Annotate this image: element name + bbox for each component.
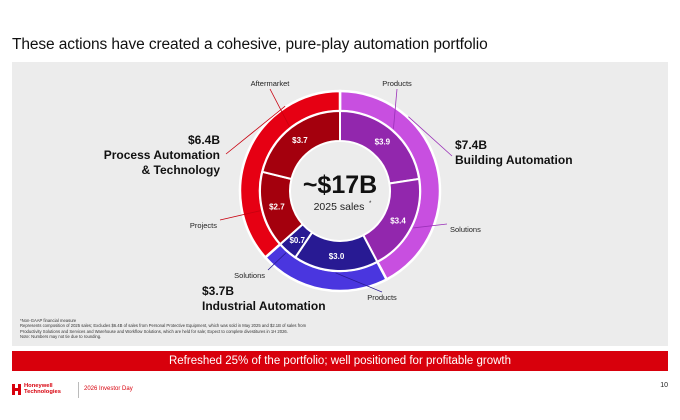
inner-value-label: $2.7 — [269, 203, 285, 212]
inner-value-label: $3.4 — [390, 216, 406, 225]
building-automation-value: $7.4B — [455, 138, 488, 152]
callout-line — [393, 88, 398, 129]
sub-segment-label: Products — [367, 293, 397, 302]
sub-segment-label: Aftermarket — [251, 79, 291, 88]
sub-segment-label: Solutions — [450, 225, 481, 234]
industrial-automation-name: Industrial Automation — [202, 299, 326, 313]
portfolio-donut-chart: $3.9 $3.4 $3.0 $0.7 $2.7 $3.7 Aftermarket Produ… — [190, 79, 481, 302]
center-total-label: ~$17B — [303, 171, 377, 199]
honeywell-h-icon — [12, 383, 21, 395]
inner-value-label: $3.7 — [292, 136, 308, 145]
process-automation-value: $6.4B — [187, 133, 220, 147]
inner-value-label: $3.0 — [329, 252, 345, 261]
footnote-line: *Non-GAAP financial measure — [20, 318, 77, 323]
building-automation-name: Building Automation — [455, 153, 573, 167]
callout-line — [335, 272, 383, 293]
slide-footer: Honeywell Technologies 2026 Investor Day… — [12, 380, 668, 404]
process-automation-label: $6.4B Process Automation & Technology — [104, 133, 220, 178]
callout-line — [269, 88, 290, 127]
sub-segment-label: Products — [382, 79, 412, 88]
callout-line — [413, 223, 448, 229]
summary-banner: Refreshed 25% of the portfolio; well pos… — [12, 351, 668, 371]
chart-panel: $3.9 $3.4 $3.0 $0.7 $2.7 $3.7 Aftermarket Produ… — [12, 62, 668, 346]
center-caption-label: 2025 sales — [314, 201, 365, 213]
inner-value-label: $0.7 — [289, 236, 305, 245]
footnotes: *Non-GAAP financial measure Represents c… — [20, 318, 380, 340]
inner-slice-process-automation-technology-aftermarket — [261, 109, 341, 181]
building-automation-label: $7.4B Building Automation — [455, 138, 573, 168]
footnote-line: Note: Numbers may not tie due to roundin… — [20, 334, 102, 340]
sub-segment-label: Projects — [190, 221, 217, 230]
center-caption-footnote-marker: * — [369, 201, 372, 207]
industrial-automation-label: $3.7B Industrial Automation — [202, 284, 326, 314]
logo-line-2: Technologies — [24, 389, 61, 395]
industrial-automation-value: $3.7B — [202, 284, 235, 298]
sub-segment-label: Solutions — [234, 271, 265, 280]
footer-divider — [78, 382, 79, 398]
callout-line — [267, 252, 287, 271]
logo-line-1: Honeywell — [24, 383, 53, 389]
inner-value-label: $3.9 — [375, 138, 391, 147]
segment-leader-line — [225, 105, 286, 155]
callout-line — [219, 210, 261, 221]
footnote-line: Represents composition of 2025 sales; Ex… — [20, 323, 307, 329]
process-automation-name-line2: & Technology — [141, 163, 220, 177]
segment-leader-line — [408, 116, 453, 157]
page-number: 10 — [660, 382, 668, 389]
event-name: 2026 Investor Day — [84, 386, 133, 392]
footnote-line: Productivity Solutions and Services and … — [20, 328, 288, 334]
slide-title: These actions have created a cohesive, p… — [12, 36, 488, 53]
process-automation-name-line1: Process Automation — [103, 148, 220, 162]
honeywell-logo: Honeywell Technologies — [12, 383, 61, 395]
